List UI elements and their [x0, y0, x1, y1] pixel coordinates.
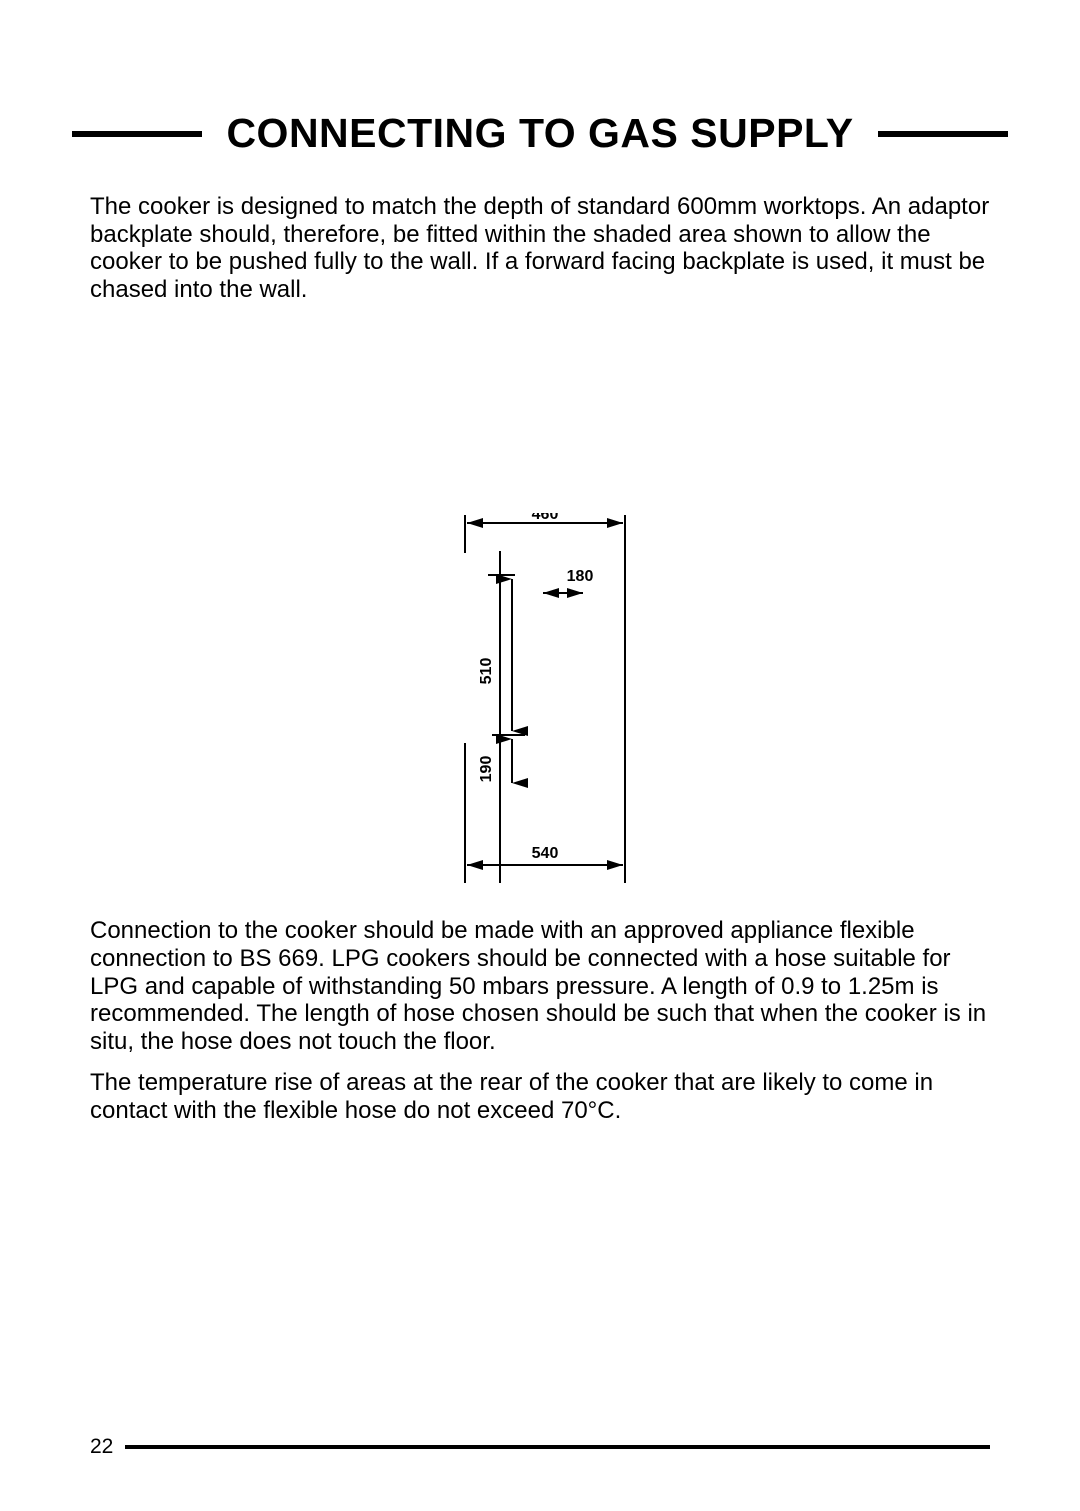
- dimension-diagram-wrap: 460 180 510 190 540: [90, 513, 990, 893]
- title-rule-left: [72, 131, 202, 137]
- footer-line: [125, 1445, 990, 1449]
- title-rule-right: [878, 131, 1008, 137]
- page-footer: 22: [90, 1435, 990, 1459]
- page-number: 22: [90, 1435, 125, 1459]
- dim-540: 540: [532, 845, 559, 862]
- connection-paragraph: Connection to the cooker should be made …: [90, 917, 990, 1055]
- page-title: CONNECTING TO GAS SUPPLY: [226, 110, 853, 157]
- dim-190: 190: [478, 756, 495, 783]
- intro-paragraph: The cooker is designed to match the dept…: [90, 193, 990, 303]
- temperature-paragraph: The temperature rise of areas at the rea…: [90, 1069, 990, 1124]
- dim-180: 180: [567, 568, 594, 585]
- dim-460: 460: [532, 513, 559, 523]
- page-title-row: CONNECTING TO GAS SUPPLY: [90, 110, 990, 157]
- dimension-diagram: 460 180 510 190 540: [395, 513, 685, 893]
- dim-510: 510: [478, 658, 495, 685]
